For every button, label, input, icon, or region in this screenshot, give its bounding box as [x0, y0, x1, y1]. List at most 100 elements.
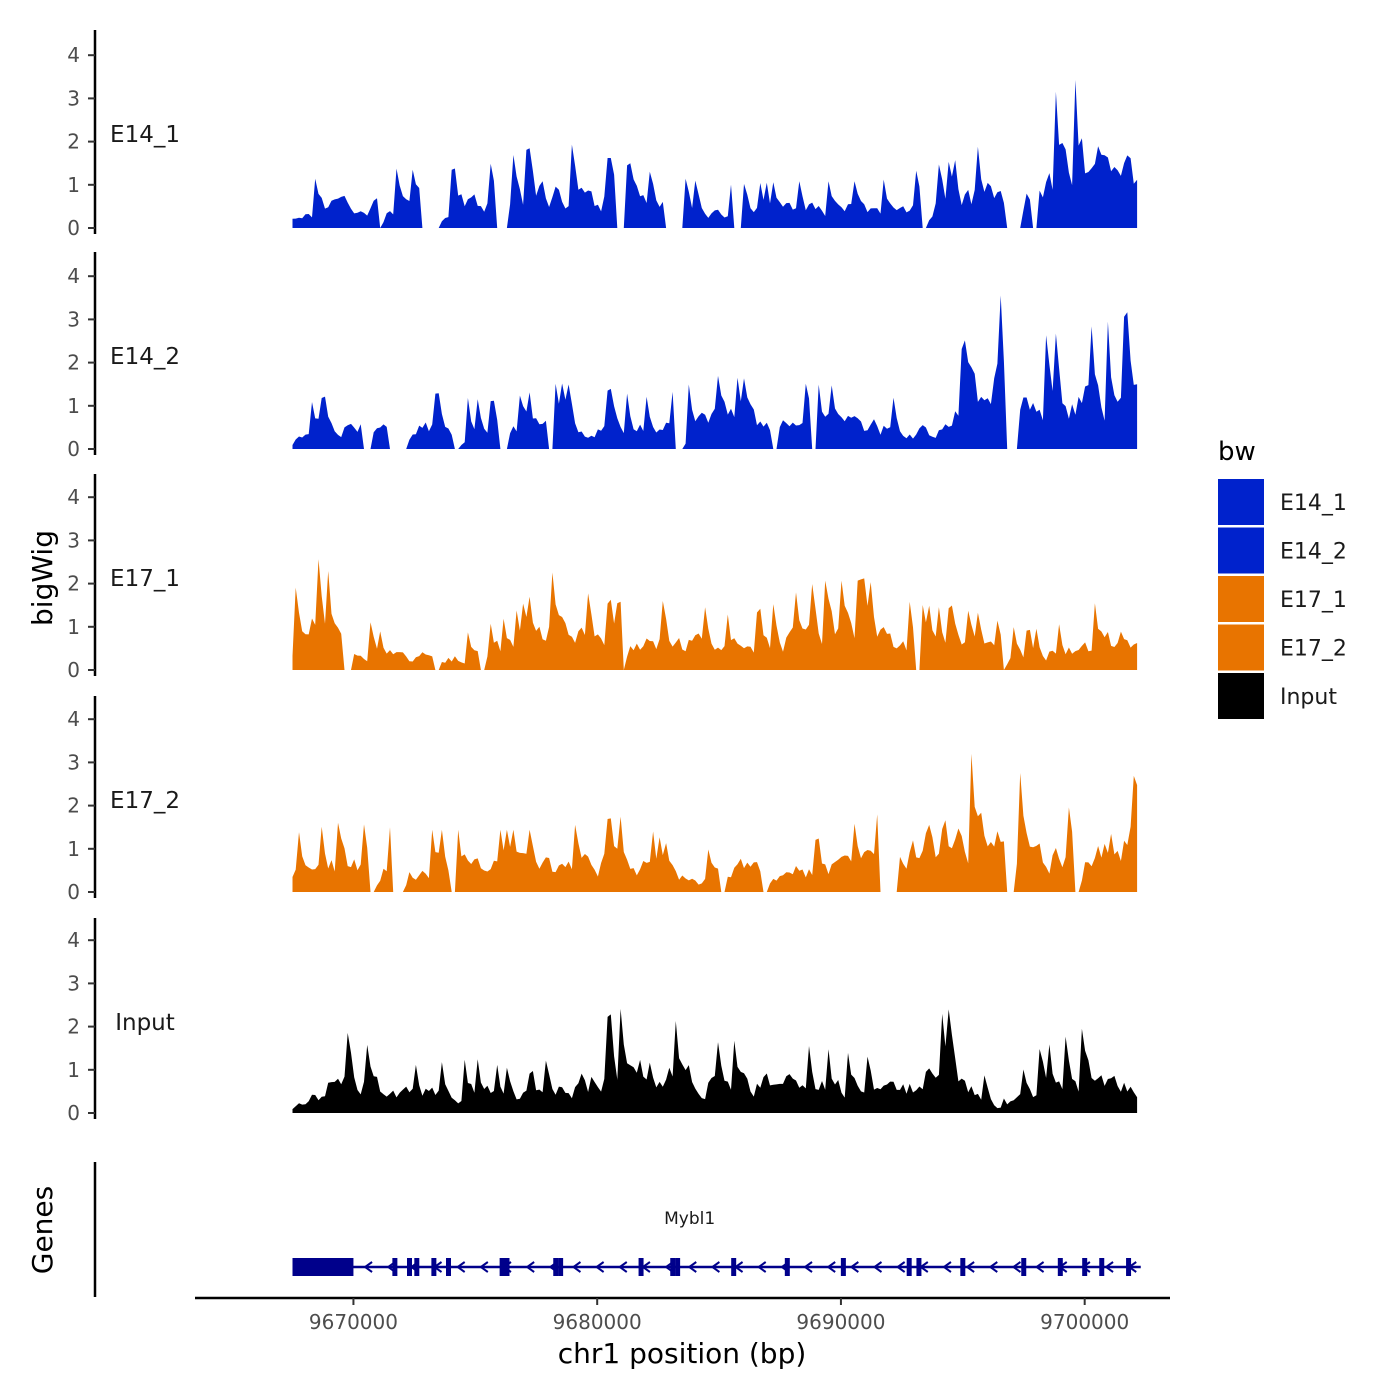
y-axis-title: bigWig — [26, 530, 59, 626]
track-label: E14_1 — [110, 122, 180, 148]
x-tick-label: 9670000 — [309, 1310, 398, 1334]
gene-exon — [916, 1258, 922, 1276]
gene-exon — [638, 1258, 644, 1276]
gene-exon — [1082, 1258, 1088, 1276]
y-tick-label: 0 — [67, 1101, 80, 1125]
strand-arrow — [895, 1261, 906, 1273]
y-tick-label: 1 — [67, 1058, 80, 1082]
y-tick-label: 3 — [67, 86, 80, 110]
gene-exon — [407, 1258, 412, 1276]
y-tick-label: 2 — [67, 1015, 80, 1039]
strand-arrow — [803, 1261, 813, 1273]
gene-exon — [1057, 1258, 1063, 1276]
gene-exon — [960, 1258, 966, 1276]
strand-arrow — [1104, 1261, 1114, 1273]
strand-arrow — [479, 1261, 489, 1273]
y-tick-label: 4 — [67, 43, 80, 67]
coverage-area — [292, 295, 1138, 449]
y-tick-label: 4 — [67, 264, 80, 288]
gene-exon — [731, 1258, 737, 1276]
y-tick-label: 2 — [67, 351, 80, 375]
legend-label: E17_2 — [1280, 637, 1347, 662]
legend-title: bw — [1218, 437, 1256, 467]
coverage-area — [292, 559, 1138, 670]
x-axis: 9670000 9680000 9690000 9700000 — [195, 1296, 1170, 1334]
gene-utr-block — [292, 1258, 354, 1276]
y-tick-label: 1 — [67, 394, 80, 418]
x-tick-label: 9690000 — [796, 1310, 885, 1334]
coverage-area — [292, 1008, 1138, 1113]
gene-exon — [446, 1258, 451, 1276]
gene-exon — [670, 1258, 676, 1276]
track-E17_2: 0 1 2 3 4 E17_2 — [67, 696, 1138, 904]
strand-arrow — [571, 1261, 582, 1273]
legend-swatch — [1218, 479, 1264, 525]
y-tick-label: 1 — [67, 837, 80, 861]
strand-arrow — [756, 1261, 767, 1273]
y-tick-label: 0 — [67, 880, 80, 904]
coverage-area — [292, 80, 1138, 228]
legend-label: E14_1 — [1280, 491, 1347, 516]
track-label: Input — [115, 1010, 175, 1036]
gene-exon — [906, 1258, 912, 1276]
x-axis-title: chr1 position (bp) — [558, 1337, 807, 1370]
legend-swatch — [1218, 527, 1264, 574]
track-label: E17_1 — [110, 566, 180, 592]
track-E14_2: 0 1 2 3 4 E14_2 — [67, 252, 1138, 461]
track-Input: 0 1 2 3 4 Input — [67, 918, 1138, 1125]
track-label: E14_2 — [110, 344, 180, 370]
gene-exon — [840, 1258, 846, 1276]
strand-arrow — [1034, 1261, 1045, 1273]
track-E14_1: 0 1 2 3 4 E14_1 — [67, 30, 1138, 240]
gene-exon — [784, 1258, 790, 1276]
strand-arrow — [872, 1261, 883, 1273]
y-tick-label: 1 — [67, 615, 80, 639]
legend-swatch — [1218, 624, 1264, 671]
gene-exon — [504, 1258, 510, 1276]
gene-exon — [1099, 1258, 1105, 1276]
legend-label: E14_2 — [1280, 540, 1347, 565]
tracks-layer: 0 1 2 3 4 E14_1 0 1 2 3 4 E14_2 0 1 2 3 4 E17_1 0 1 2 3 4 E17_2… — [67, 30, 1138, 1125]
y-tick-label: 2 — [67, 572, 80, 596]
gene-exon — [1126, 1258, 1132, 1276]
gene-exon — [414, 1258, 420, 1276]
y-tick-label: 2 — [67, 130, 80, 154]
y-tick-label: 4 — [67, 707, 80, 731]
y-tick-label: 3 — [67, 971, 80, 995]
y-tick-label: 4 — [67, 928, 80, 952]
gene-track: Mybl1 — [93, 1162, 1141, 1297]
gene-exon — [499, 1258, 505, 1276]
y-tick-label: 2 — [67, 794, 80, 818]
y-tick-label: 0 — [67, 658, 80, 682]
legend-swatch — [1218, 673, 1264, 719]
strand-arrow — [594, 1261, 605, 1273]
y-tick-label: 3 — [67, 528, 80, 552]
strand-arrow — [710, 1261, 720, 1273]
y-tick-label: 3 — [67, 750, 80, 774]
strand-arrow — [942, 1261, 952, 1273]
y-tick-label: 1 — [67, 173, 80, 197]
gene-exon — [431, 1258, 437, 1276]
strand-arrow — [1011, 1261, 1022, 1273]
strand-arrow — [618, 1261, 628, 1273]
coverage-area — [292, 753, 1138, 892]
strand-arrow — [965, 1261, 975, 1273]
legend: bw E14_1 E14_2 E17_1 E17_2 Input — [1218, 437, 1347, 719]
track-E17_1: 0 1 2 3 4 E17_1 — [67, 474, 1138, 682]
legend-swatch — [1218, 576, 1264, 622]
gene-exon — [392, 1258, 398, 1276]
strand-arrow — [455, 1261, 466, 1273]
legend-label: Input — [1280, 685, 1337, 710]
strand-arrow — [849, 1261, 859, 1273]
gene-exon — [553, 1258, 559, 1276]
gene-exon — [675, 1258, 681, 1276]
x-tick-label: 9680000 — [553, 1310, 642, 1334]
strand-arrow — [525, 1261, 535, 1273]
y-tick-label: 3 — [67, 307, 80, 331]
strand-arrow — [363, 1261, 373, 1273]
y-tick-label: 4 — [67, 485, 80, 509]
gene-exon — [1021, 1258, 1027, 1276]
legend-label: E17_1 — [1280, 588, 1347, 613]
strand-arrow — [687, 1261, 697, 1273]
